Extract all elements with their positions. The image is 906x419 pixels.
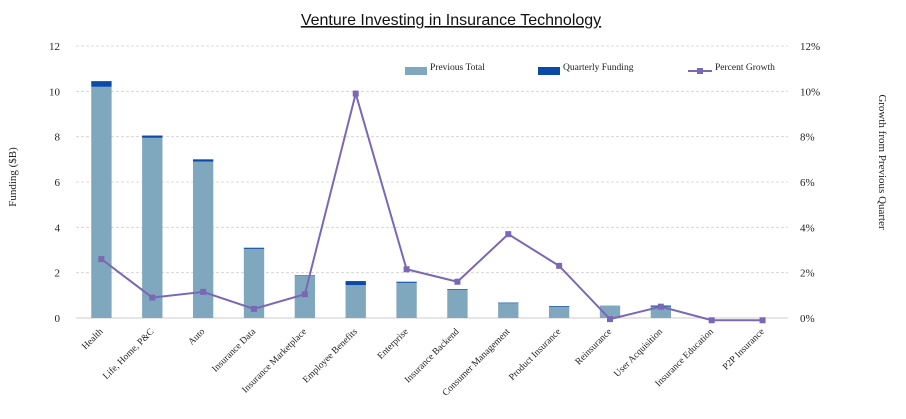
bar-quarterly-funding — [243, 247, 265, 249]
point-percent-growth — [505, 231, 512, 238]
line-series — [98, 89, 766, 324]
bar-quarterly-funding — [142, 135, 163, 138]
y2-tick-label: 4% — [800, 222, 815, 234]
y2-tick-label: 2% — [800, 268, 815, 280]
point-percent-growth — [708, 317, 715, 324]
y2-tick-label: 10% — [800, 86, 820, 98]
point-percent-growth — [301, 291, 308, 298]
legend: Previous Total Quarterly Funding Percent… — [405, 63, 775, 75]
category-label: Life, Home, P&C — [101, 326, 157, 382]
bar-quarterly-funding — [548, 305, 570, 307]
legend-marker-percent-growth — [697, 68, 703, 74]
bar-quarterly-funding — [447, 288, 468, 290]
point-percent-growth — [98, 256, 105, 263]
point-percent-growth — [759, 317, 766, 324]
y-tick-label: 0 — [55, 313, 61, 325]
point-percent-growth — [251, 305, 257, 312]
point-percent-growth — [200, 288, 207, 295]
y-tick-label: 6 — [55, 177, 61, 189]
left-axis-ticks: 0 2 4 6 8 10 12 — [49, 41, 61, 325]
category-label: Auto — [187, 327, 208, 348]
point-percent-growth — [149, 294, 156, 301]
category-label: Health — [81, 327, 106, 352]
bar-series — [91, 81, 672, 318]
point-percent-growth — [657, 303, 664, 310]
bar-previous-total — [396, 282, 417, 318]
bar-previous-total — [243, 248, 265, 318]
category-label: Insurance Data — [211, 326, 259, 374]
legend-label-previous-total: Previous Total — [430, 63, 485, 73]
legend-swatch-previous-total — [405, 67, 427, 75]
category-label: Product Insurance — [508, 327, 564, 383]
category-label: P2P Insurance — [721, 327, 766, 372]
right-axis-label: Growth from Previous Quarter — [876, 94, 888, 230]
bar-quarterly-funding — [396, 281, 417, 283]
point-percent-growth — [607, 316, 613, 323]
y-tick-label: 2 — [55, 268, 61, 280]
y-tick-label: 10 — [49, 86, 61, 98]
y2-tick-label: 12% — [800, 41, 820, 53]
chart-title: Venture Investing in Insurance Technolog… — [301, 12, 601, 29]
line-percent-growth — [100, 89, 763, 322]
gridlines — [76, 45, 788, 319]
category-label: Reinsurance — [574, 327, 614, 367]
legend-swatch-quarterly-funding — [538, 67, 560, 75]
category-label: Insurance Education — [654, 327, 716, 389]
point-percent-growth — [454, 278, 461, 285]
y2-tick-label: 0% — [800, 313, 815, 325]
bar-quarterly-funding — [91, 81, 112, 87]
legend-label-quarterly-funding: Quarterly Funding — [563, 63, 634, 73]
category-label: User Acquisition — [613, 327, 666, 380]
bar-previous-total — [447, 289, 468, 318]
category-label: Insurance Backend — [403, 327, 462, 386]
bar-previous-total — [192, 161, 214, 318]
bar-previous-total — [91, 86, 112, 318]
y-tick-label: 12 — [49, 41, 60, 53]
point-percent-growth — [556, 262, 563, 269]
legend-label-percent-growth: Percent Growth — [715, 63, 775, 73]
y2-tick-label: 8% — [800, 132, 815, 144]
bar-previous-total — [142, 137, 163, 318]
bar-quarterly-funding — [192, 159, 214, 162]
point-percent-growth — [352, 90, 359, 97]
left-axis-label: Funding ($B) — [7, 147, 19, 207]
bar-quarterly-funding — [294, 275, 316, 277]
category-label: Employee Benefits — [301, 326, 360, 385]
bar-previous-total — [548, 306, 570, 318]
y-tick-label: 4 — [55, 222, 61, 234]
y2-tick-label: 6% — [800, 177, 815, 189]
point-percent-growth — [403, 266, 410, 273]
right-axis-ticks: 0% 2% 4% 6% 8% 10% 12% — [800, 41, 820, 325]
bar-quarterly-funding — [498, 302, 519, 304]
bar-quarterly-funding — [345, 281, 366, 286]
y-tick-label: 8 — [55, 132, 61, 144]
category-label: Enterprise — [376, 327, 411, 362]
bar-previous-total — [498, 303, 519, 318]
bar-previous-total — [345, 285, 366, 318]
bar-previous-total — [650, 306, 672, 318]
